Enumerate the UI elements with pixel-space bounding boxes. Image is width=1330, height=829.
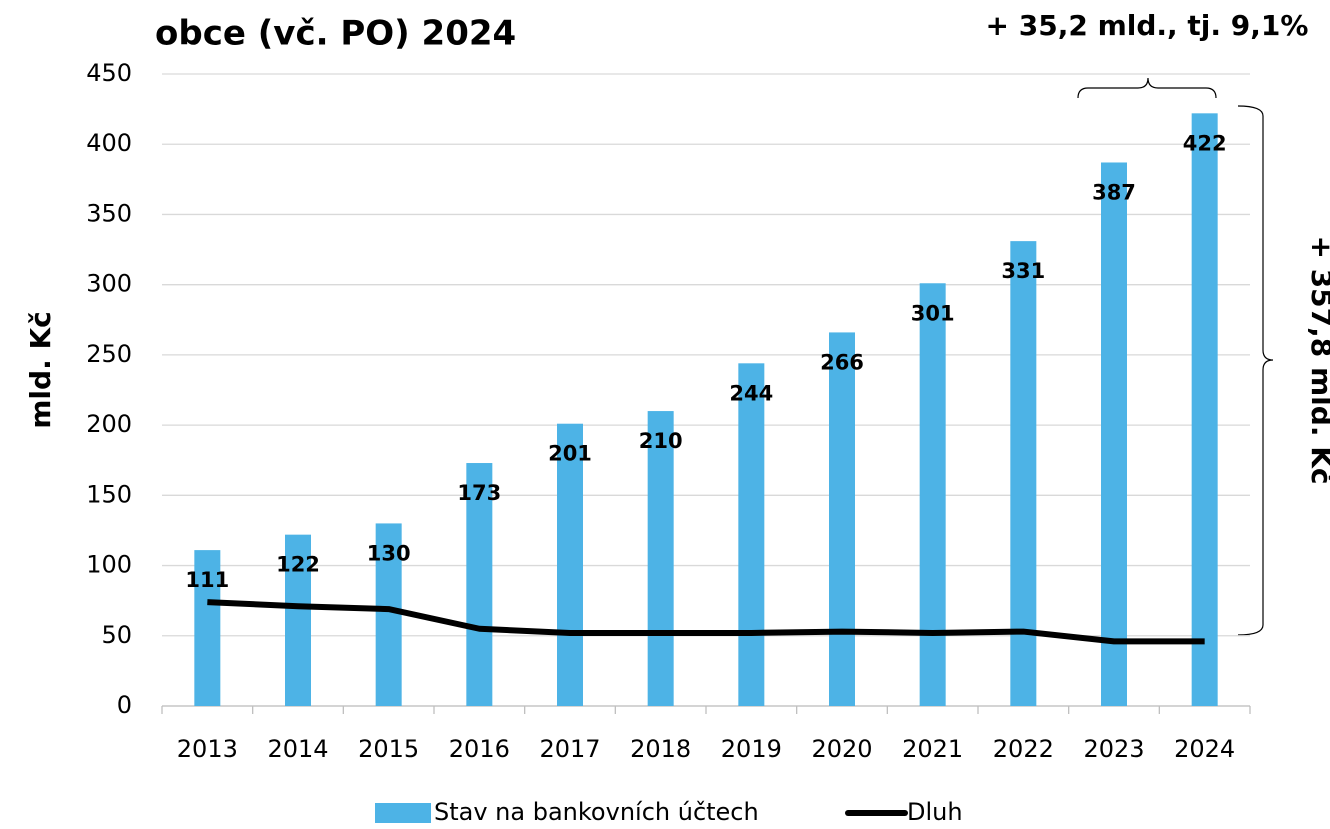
value-label: 266 xyxy=(820,350,864,374)
bar xyxy=(466,463,493,706)
bar xyxy=(647,411,674,706)
value-label: 210 xyxy=(639,429,683,453)
legend-swatch xyxy=(375,803,431,823)
x-tick-label: 2016 xyxy=(449,735,510,763)
y-tick-label: 100 xyxy=(86,551,132,579)
annotation: + 357,8 mld. Kč xyxy=(1305,235,1330,484)
line xyxy=(207,599,1205,645)
value-label: 331 xyxy=(1001,259,1045,283)
x-tick-label: 2023 xyxy=(1083,735,1144,763)
value-label: 301 xyxy=(911,301,955,325)
value-label: 122 xyxy=(276,553,320,577)
x-tick-label: 2024 xyxy=(1174,735,1235,763)
bar xyxy=(375,523,402,706)
x-tick-label: 2019 xyxy=(721,735,782,763)
bar xyxy=(1191,113,1218,706)
bracket xyxy=(1077,77,1217,99)
value-label: 173 xyxy=(457,481,501,505)
bar xyxy=(738,363,765,706)
x-tick-label: 2017 xyxy=(539,735,600,763)
value-label: 244 xyxy=(729,381,773,405)
y-tick-label: 300 xyxy=(86,270,132,298)
legend-label: Stav na bankovních účtech xyxy=(434,798,759,826)
bar xyxy=(1010,241,1037,706)
bar xyxy=(557,423,583,706)
x-tick-label: 2014 xyxy=(267,735,328,763)
y-tick-label: 200 xyxy=(86,410,132,438)
value-label: 130 xyxy=(367,541,411,565)
y-tick-label: 150 xyxy=(86,480,132,508)
bar xyxy=(919,283,946,706)
x-tick-label: 2013 xyxy=(177,735,238,763)
value-label: 387 xyxy=(1092,180,1136,204)
x-tick-label: 2020 xyxy=(811,735,872,763)
y-tick-label: 350 xyxy=(86,199,132,227)
value-label: 422 xyxy=(1183,131,1227,155)
bar xyxy=(1101,162,1127,707)
x-tick-label: 2018 xyxy=(630,735,691,763)
y-tick-label: 250 xyxy=(86,340,132,368)
y-tick-label: 450 xyxy=(86,59,132,87)
x-tick-label: 2021 xyxy=(902,735,963,763)
y-axis-label: mld. Kč xyxy=(24,311,57,429)
bar xyxy=(194,550,221,706)
annotation: + 35,2 mld., tj. 9,1% xyxy=(986,9,1309,42)
y-tick-label: 400 xyxy=(86,129,132,157)
x-tick-label: 2022 xyxy=(993,735,1054,763)
x-tick-label: 2015 xyxy=(358,735,419,763)
bar xyxy=(285,534,311,706)
y-tick-label: 50 xyxy=(101,621,132,649)
y-tick-label: 0 xyxy=(117,691,132,719)
bar xyxy=(829,332,855,706)
legend-label: Dluh xyxy=(907,798,963,826)
value-label: 111 xyxy=(185,568,229,592)
chart-title: obce (vč. PO) 2024 xyxy=(155,14,516,54)
value-label: 201 xyxy=(548,442,592,466)
bracket xyxy=(1237,105,1274,636)
